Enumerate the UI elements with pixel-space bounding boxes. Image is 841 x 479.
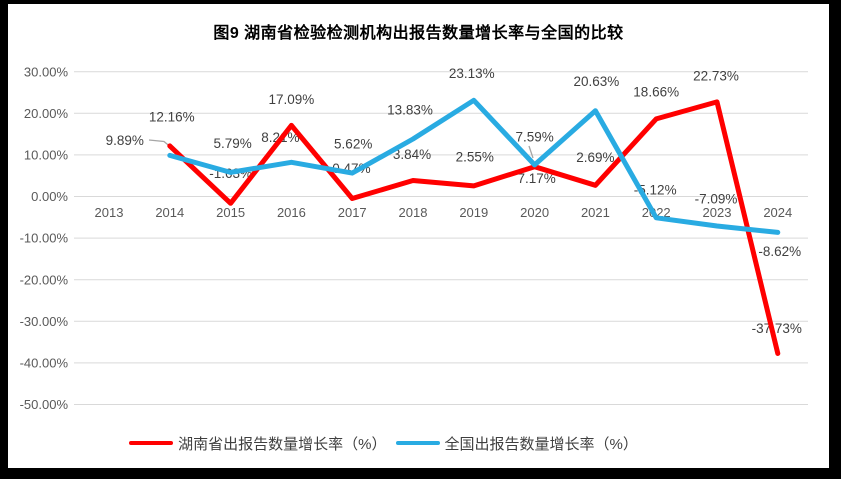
leader-line — [528, 145, 534, 159]
x-axis-labels: 2013 2014 2015 2016 2017 2018 2019 2020 2021 2022… — [95, 205, 793, 220]
x-axis-label: 2014 — [155, 205, 184, 220]
data-label: 23.13% — [449, 66, 495, 81]
data-label: 5.62% — [334, 137, 372, 152]
y-axis-tick-label: 30.00% — [24, 64, 69, 79]
data-label: 12.16% — [149, 109, 195, 124]
legend-line-swatch-national — [395, 441, 440, 445]
data-label: 22.73% — [693, 68, 739, 83]
x-axis-label: 2015 — [216, 205, 245, 220]
plot-area: 30.00% 20.00% 10.00% 0.00% -10.00% -20.00% -30… — [20, 64, 808, 412]
x-axis-label: 2016 — [277, 205, 306, 220]
chart-canvas: 图9 湖南省检验检测机构出报告数量增长率与全国的比较 30.00% 20.00% 1… — [8, 4, 829, 468]
x-axis-label: 2013 — [95, 205, 124, 220]
data-label: 2.69% — [576, 150, 614, 165]
x-axis-label: 2024 — [763, 205, 792, 220]
data-label: 20.63% — [574, 74, 620, 89]
chart-title: 图9 湖南省检验检测机构出报告数量增长率与全国的比较 — [213, 25, 624, 42]
legend-label-national: 全国出报告数量增长率（%） — [444, 435, 638, 453]
data-label: -8.62% — [758, 244, 801, 259]
y-axis-tick-label: -30.00% — [20, 314, 69, 329]
y-axis-tick-label: -50.00% — [20, 397, 69, 412]
data-labels: 12.16%-1.63%17.09%-0.47%3.84% 2.55%7.17%2… — [106, 66, 802, 336]
x-axis-label: 2021 — [581, 205, 610, 220]
data-label: 3.84% — [393, 147, 431, 162]
data-label: -37.73% — [752, 321, 802, 336]
data-label: -7.09% — [695, 191, 738, 206]
x-axis-label: 2017 — [338, 205, 367, 220]
data-label: 13.83% — [387, 102, 433, 117]
legend-item-hunan: 湖南省出报告数量增长率（%） — [129, 433, 387, 454]
x-axis-label: 2019 — [459, 205, 488, 220]
x-axis-label: 2023 — [703, 205, 732, 220]
legend: 湖南省出报告数量增长率（%） 全国出报告数量增长率（%） — [0, 433, 794, 454]
series-line-national — [167, 97, 781, 235]
data-label: 5.79% — [213, 136, 251, 151]
legend-item-national: 全国出报告数量增长率（%） — [395, 433, 638, 454]
legend-label-hunan: 湖南省出报告数量增长率（%） — [178, 435, 387, 453]
y-axis-tick-label: 10.00% — [24, 148, 69, 163]
data-label: 9.89% — [106, 133, 144, 148]
data-label: 7.17% — [517, 171, 555, 186]
data-label: 18.66% — [633, 84, 679, 99]
data-label: 7.59% — [515, 129, 553, 144]
y-axis-tick-label: -40.00% — [20, 356, 69, 371]
y-axis-tick-label: 20.00% — [24, 106, 69, 121]
y-axis-tick-label: 0.00% — [31, 189, 68, 204]
y-axis-tick-label: -10.00% — [20, 231, 69, 246]
series-line-hunan — [167, 99, 781, 356]
x-axis-label: 2020 — [520, 205, 549, 220]
gridlines — [74, 71, 808, 405]
legend-line-swatch-hunan — [129, 441, 174, 445]
x-axis-label: 2018 — [399, 205, 428, 220]
y-axis-tick-label: -20.00% — [20, 272, 69, 287]
data-label: 2.55% — [456, 149, 494, 164]
data-label: 17.09% — [269, 92, 315, 107]
y-axis-labels: 30.00% 20.00% 10.00% 0.00% -10.00% -20.00% -30… — [20, 64, 69, 412]
